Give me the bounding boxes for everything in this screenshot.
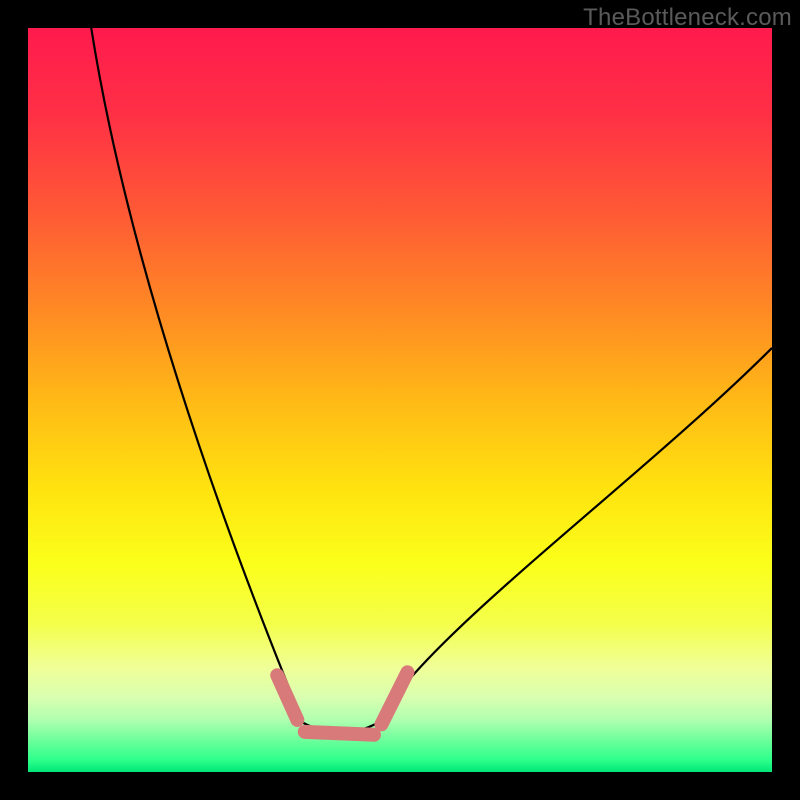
trough-highlight-segment bbox=[381, 672, 407, 724]
watermark-text: TheBottleneck.com bbox=[583, 4, 792, 32]
trough-highlight-segment bbox=[305, 732, 374, 735]
chart-container: TheBottleneck.com bbox=[0, 0, 800, 800]
curve-overlay-svg bbox=[0, 0, 800, 800]
trough-highlight-segment bbox=[277, 675, 297, 720]
bottleneck-curve bbox=[91, 28, 772, 733]
